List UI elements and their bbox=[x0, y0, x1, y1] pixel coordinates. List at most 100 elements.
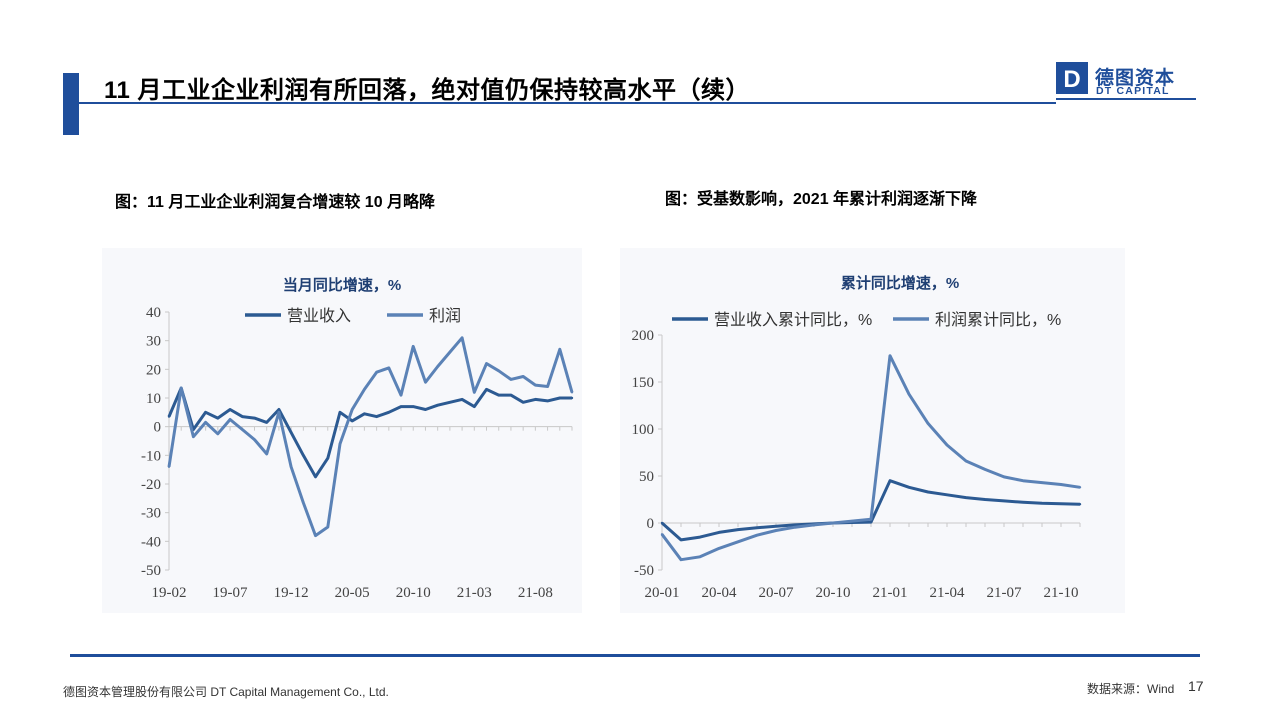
data-point bbox=[1002, 499, 1006, 503]
x-tick-label: 19-02 bbox=[152, 585, 187, 601]
data-point bbox=[363, 388, 366, 391]
legend-label: 营业收入累计同比，% bbox=[714, 311, 872, 329]
data-point bbox=[399, 393, 403, 397]
data-point bbox=[314, 534, 317, 537]
data-point bbox=[736, 528, 740, 531]
data-point bbox=[926, 422, 930, 425]
footer-divider bbox=[70, 654, 1200, 657]
left-figure-caption: 图：11 月工业企业利润复合增速较 10 月略降 bbox=[115, 194, 436, 211]
data-point bbox=[983, 498, 987, 501]
x-tick-label: 21-08 bbox=[518, 585, 553, 601]
cumulative-growth-chart: 累计同比增速，% 200 150 100 50 0 -50 20-01 20-04 20-07 20… bbox=[620, 248, 1125, 613]
data-point bbox=[204, 421, 207, 424]
y-tick-label: 30 bbox=[146, 334, 161, 350]
chart-title: 当月同比增速，% bbox=[283, 276, 401, 294]
data-point bbox=[717, 531, 721, 534]
footer-company: 德图资本管理股份有限公司 DT Capital Management Co., … bbox=[63, 685, 389, 699]
data-point bbox=[448, 401, 452, 404]
data-point bbox=[793, 523, 797, 527]
data-point bbox=[436, 365, 439, 368]
data-point bbox=[302, 454, 305, 457]
data-point bbox=[485, 388, 488, 391]
data-point bbox=[460, 336, 464, 339]
data-point bbox=[964, 496, 968, 499]
y-tick-label: 10 bbox=[146, 391, 161, 407]
data-point bbox=[1078, 486, 1082, 489]
data-point bbox=[679, 538, 683, 542]
data-point bbox=[907, 393, 911, 396]
data-point bbox=[326, 525, 329, 529]
data-point bbox=[412, 405, 415, 408]
data-point bbox=[1078, 503, 1082, 506]
data-point bbox=[338, 411, 342, 414]
logo-mark-icon: D bbox=[1056, 62, 1088, 94]
x-tick-label: 20-04 bbox=[702, 585, 737, 601]
data-point bbox=[424, 381, 427, 384]
company-logo: D 德图资本 DT CAPITAL bbox=[1056, 62, 1196, 102]
data-point bbox=[351, 408, 354, 411]
data-point bbox=[698, 535, 702, 539]
data-point bbox=[277, 408, 281, 411]
chart-title: 累计同比增速，% bbox=[841, 274, 959, 292]
data-point bbox=[277, 411, 281, 414]
data-point bbox=[1059, 502, 1063, 505]
data-point bbox=[1059, 483, 1063, 486]
data-point bbox=[241, 415, 244, 418]
data-point bbox=[522, 375, 525, 378]
data-point bbox=[793, 526, 797, 529]
data-point bbox=[326, 457, 329, 460]
data-point bbox=[660, 521, 664, 525]
y-tick-label: 200 bbox=[632, 328, 655, 344]
data-point bbox=[698, 555, 702, 558]
data-point bbox=[216, 416, 219, 420]
y-tick-label: 0 bbox=[154, 420, 162, 436]
y-tick-label: 50 bbox=[639, 469, 654, 485]
data-point bbox=[983, 468, 987, 471]
data-point bbox=[888, 479, 892, 482]
x-tick-label: 21-01 bbox=[873, 585, 908, 601]
data-point bbox=[546, 399, 549, 403]
data-point bbox=[812, 523, 816, 527]
data-point bbox=[679, 558, 683, 561]
data-point bbox=[774, 529, 778, 532]
data-point bbox=[1040, 502, 1044, 505]
data-point bbox=[338, 442, 342, 446]
data-point bbox=[412, 345, 415, 348]
data-point bbox=[289, 465, 293, 468]
x-tick-label: 21-03 bbox=[457, 585, 492, 601]
data-point bbox=[1021, 479, 1025, 482]
x-tick-label: 20-10 bbox=[396, 585, 431, 601]
data-point bbox=[534, 383, 537, 387]
data-point bbox=[570, 391, 574, 394]
x-tick-label: 21-10 bbox=[1044, 585, 1079, 601]
x-tick-label: 21-07 bbox=[987, 585, 1022, 601]
footer-source: 数据来源：Wind bbox=[1087, 682, 1175, 696]
data-point bbox=[522, 401, 525, 404]
data-point bbox=[926, 490, 930, 494]
data-point bbox=[253, 416, 256, 420]
y-tick-label: 40 bbox=[146, 305, 161, 321]
data-point bbox=[1021, 501, 1025, 504]
logo-cn: 德图资本 bbox=[1095, 68, 1176, 89]
cumulative-growth-chart-svg: 累计同比增速，% 200 150 100 50 0 -50 20-01 20-04 20-07 20… bbox=[632, 274, 1082, 601]
title-divider bbox=[79, 102, 1056, 104]
data-point bbox=[755, 534, 759, 537]
y-tick-label: -50 bbox=[141, 563, 161, 579]
title-accent-bar bbox=[63, 73, 79, 135]
x-tick-label: 20-10 bbox=[816, 585, 851, 601]
logo-underline bbox=[1056, 98, 1196, 100]
data-point bbox=[180, 386, 183, 390]
legend-label: 利润 bbox=[429, 307, 461, 325]
logo-mark-letter: D bbox=[1063, 66, 1080, 93]
data-point bbox=[253, 438, 256, 441]
data-point bbox=[460, 398, 464, 401]
data-point bbox=[1002, 475, 1006, 479]
data-point bbox=[265, 421, 268, 424]
data-point bbox=[399, 405, 403, 408]
logo-en: DT CAPITAL bbox=[1096, 85, 1170, 97]
data-point bbox=[375, 371, 378, 374]
x-tick-label: 20-07 bbox=[759, 585, 794, 601]
x-tick-label: 20-01 bbox=[645, 585, 680, 601]
data-point bbox=[509, 393, 513, 397]
data-point bbox=[436, 404, 439, 407]
